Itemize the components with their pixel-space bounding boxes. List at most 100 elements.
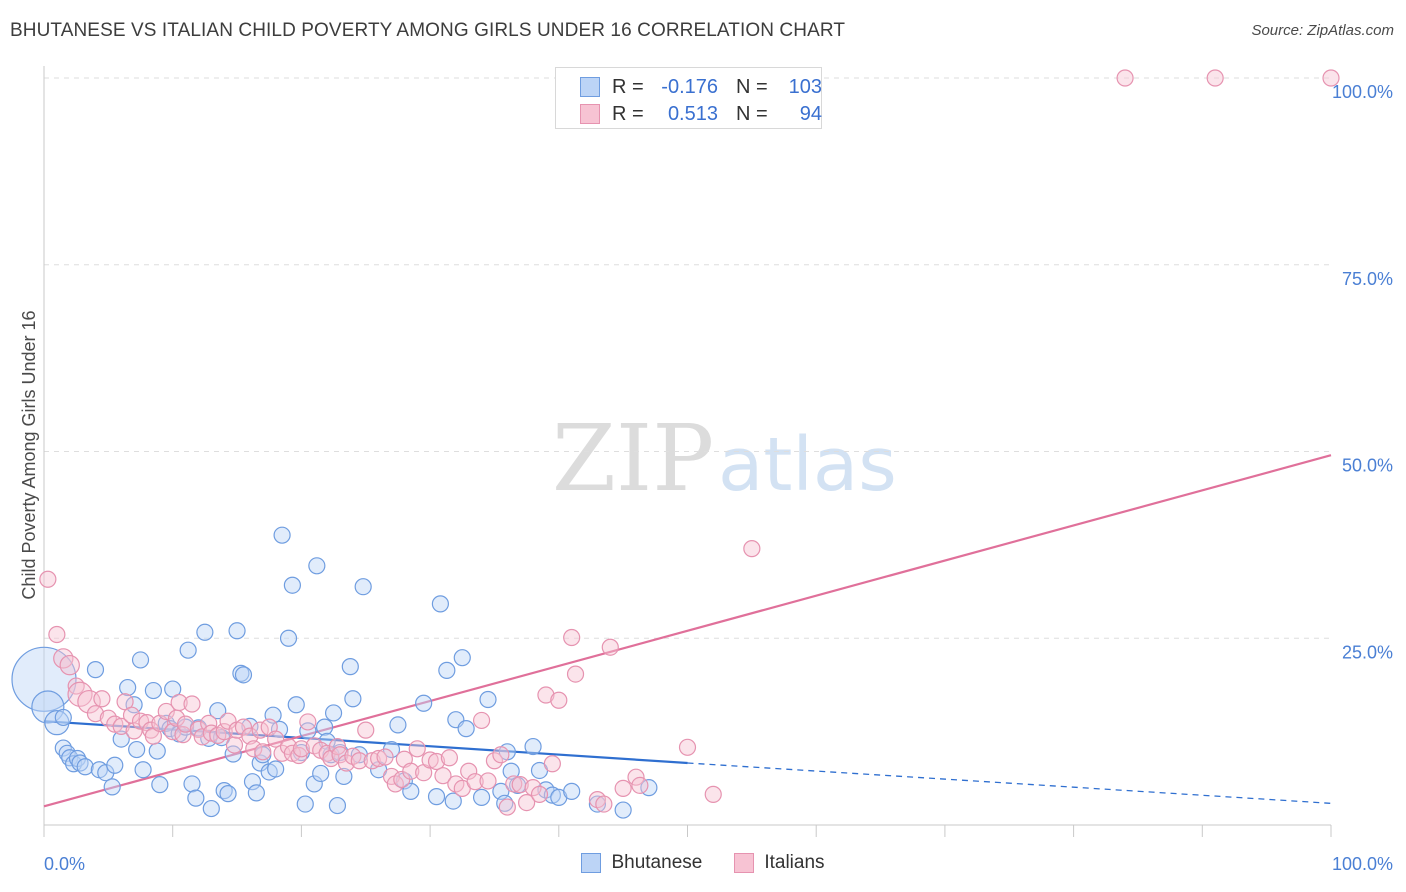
italians-point [215,723,233,741]
n-value: 94 [799,102,822,125]
bhutanese-point [427,788,446,806]
legend-item-italians[interactable]: Italians [734,852,825,874]
chart-source: Source: ZipAtlas.com [1251,22,1394,39]
r-label: R = [612,102,644,125]
bhutanese-point [273,526,291,544]
italians-point [421,751,439,769]
bhutanese-point [219,785,237,803]
italians-point [376,748,394,766]
r-label: R = [612,75,644,98]
bhutanese-point [112,730,130,748]
italians-point [427,752,446,771]
legend-label: Italians [764,852,825,873]
italians-point [631,776,649,795]
italians-point [183,695,201,713]
italians-point [505,775,523,793]
italians-point [176,715,195,733]
italians-point [292,740,310,758]
bhutanese-point [247,784,265,802]
data-points [11,69,1340,819]
y-tick-label: 75.0% [1342,269,1393,289]
bhutanese-legend-swatch [581,853,602,873]
bhutanese-point [341,658,359,676]
italians-point [434,767,452,785]
italians-swatch [580,104,600,124]
italians-point [743,540,761,558]
italians-point [518,793,536,812]
bhutanese-point [335,767,353,786]
bhutanese-point [543,786,561,804]
stats-row-bhutanese: R = -0.176 N = 103 [580,75,822,99]
bhutanese-point [318,732,336,750]
legend-item-bhutanese[interactable]: Bhutanese [581,852,702,874]
bhutanese-point [312,764,330,783]
bhutanese-point [308,557,326,575]
bhutanese-point [144,681,162,700]
n-label: N = [736,102,768,125]
bhutanese-point [283,576,301,594]
bhutanese-point [209,702,227,720]
stats-box: R = -0.176 N = 103 R = 0.513 N = 94 [555,67,822,129]
italians-point [39,570,57,588]
italians-point [106,715,124,733]
italians-point [550,691,568,709]
italians-point [200,714,218,733]
italians-point [241,727,259,745]
italians-point [402,762,420,780]
bhutanese-point [389,716,407,734]
bhutanese-point [183,775,201,793]
italians-point [466,773,484,791]
bhutanese-point [444,792,462,810]
bhutanese-point [472,788,491,806]
italians-point [704,785,722,803]
italians-point [595,795,613,813]
bhutanese-point [270,720,289,738]
italians-point [59,654,80,676]
italians-point [48,625,66,644]
x-tick-label-start: 0.0% [44,854,85,874]
bhutanese-point [54,708,72,727]
n-label: N = [736,75,768,98]
bhutanese-point [453,649,471,667]
r-value: -0.176 [661,75,718,98]
bhutanese-point [324,704,343,722]
bhutanese-point [415,694,433,712]
bhutanese-point [457,720,475,738]
italians-point [174,726,192,744]
italians-point [566,665,585,683]
gridlines [44,77,1331,639]
bhutanese-point [106,756,124,774]
bhutanese-point [187,789,205,807]
italians-point [219,712,237,730]
italians-point [125,722,143,740]
bhutanese-point [502,762,520,780]
italians-point [440,749,459,767]
italians-point [112,717,130,735]
italians-point [283,744,301,762]
italians-point [290,746,308,765]
bhutanese-point [234,666,253,684]
watermark-atlas: atlas [718,422,897,508]
italians-point [99,709,117,727]
italians-point [254,743,272,761]
stats-row-italians: R = 0.513 N = 94 [580,102,822,126]
bhutanese-point [315,718,334,736]
bhutanese-point [267,760,285,778]
bhutanese-point [224,745,242,763]
italians-point [170,693,188,712]
bhutanese-point [431,595,449,613]
italians-point [543,755,561,773]
italians-point [337,754,356,772]
italians-point [479,772,497,790]
italians-point [530,785,549,803]
y-tick-label: 25.0% [1342,642,1393,662]
y-tick-label: 100.0% [1332,82,1393,102]
tick-labels: 25.0% 50.0% 75.0% 100.0% 0.0% 100.0% [44,82,1393,874]
bhutanese-point [103,778,121,796]
bhutanese-point [287,696,305,714]
bhutanese-point [402,782,420,800]
bhutanese-trend-extension [687,762,1332,804]
italians-point [498,798,516,816]
bhutanese-point [243,773,262,791]
